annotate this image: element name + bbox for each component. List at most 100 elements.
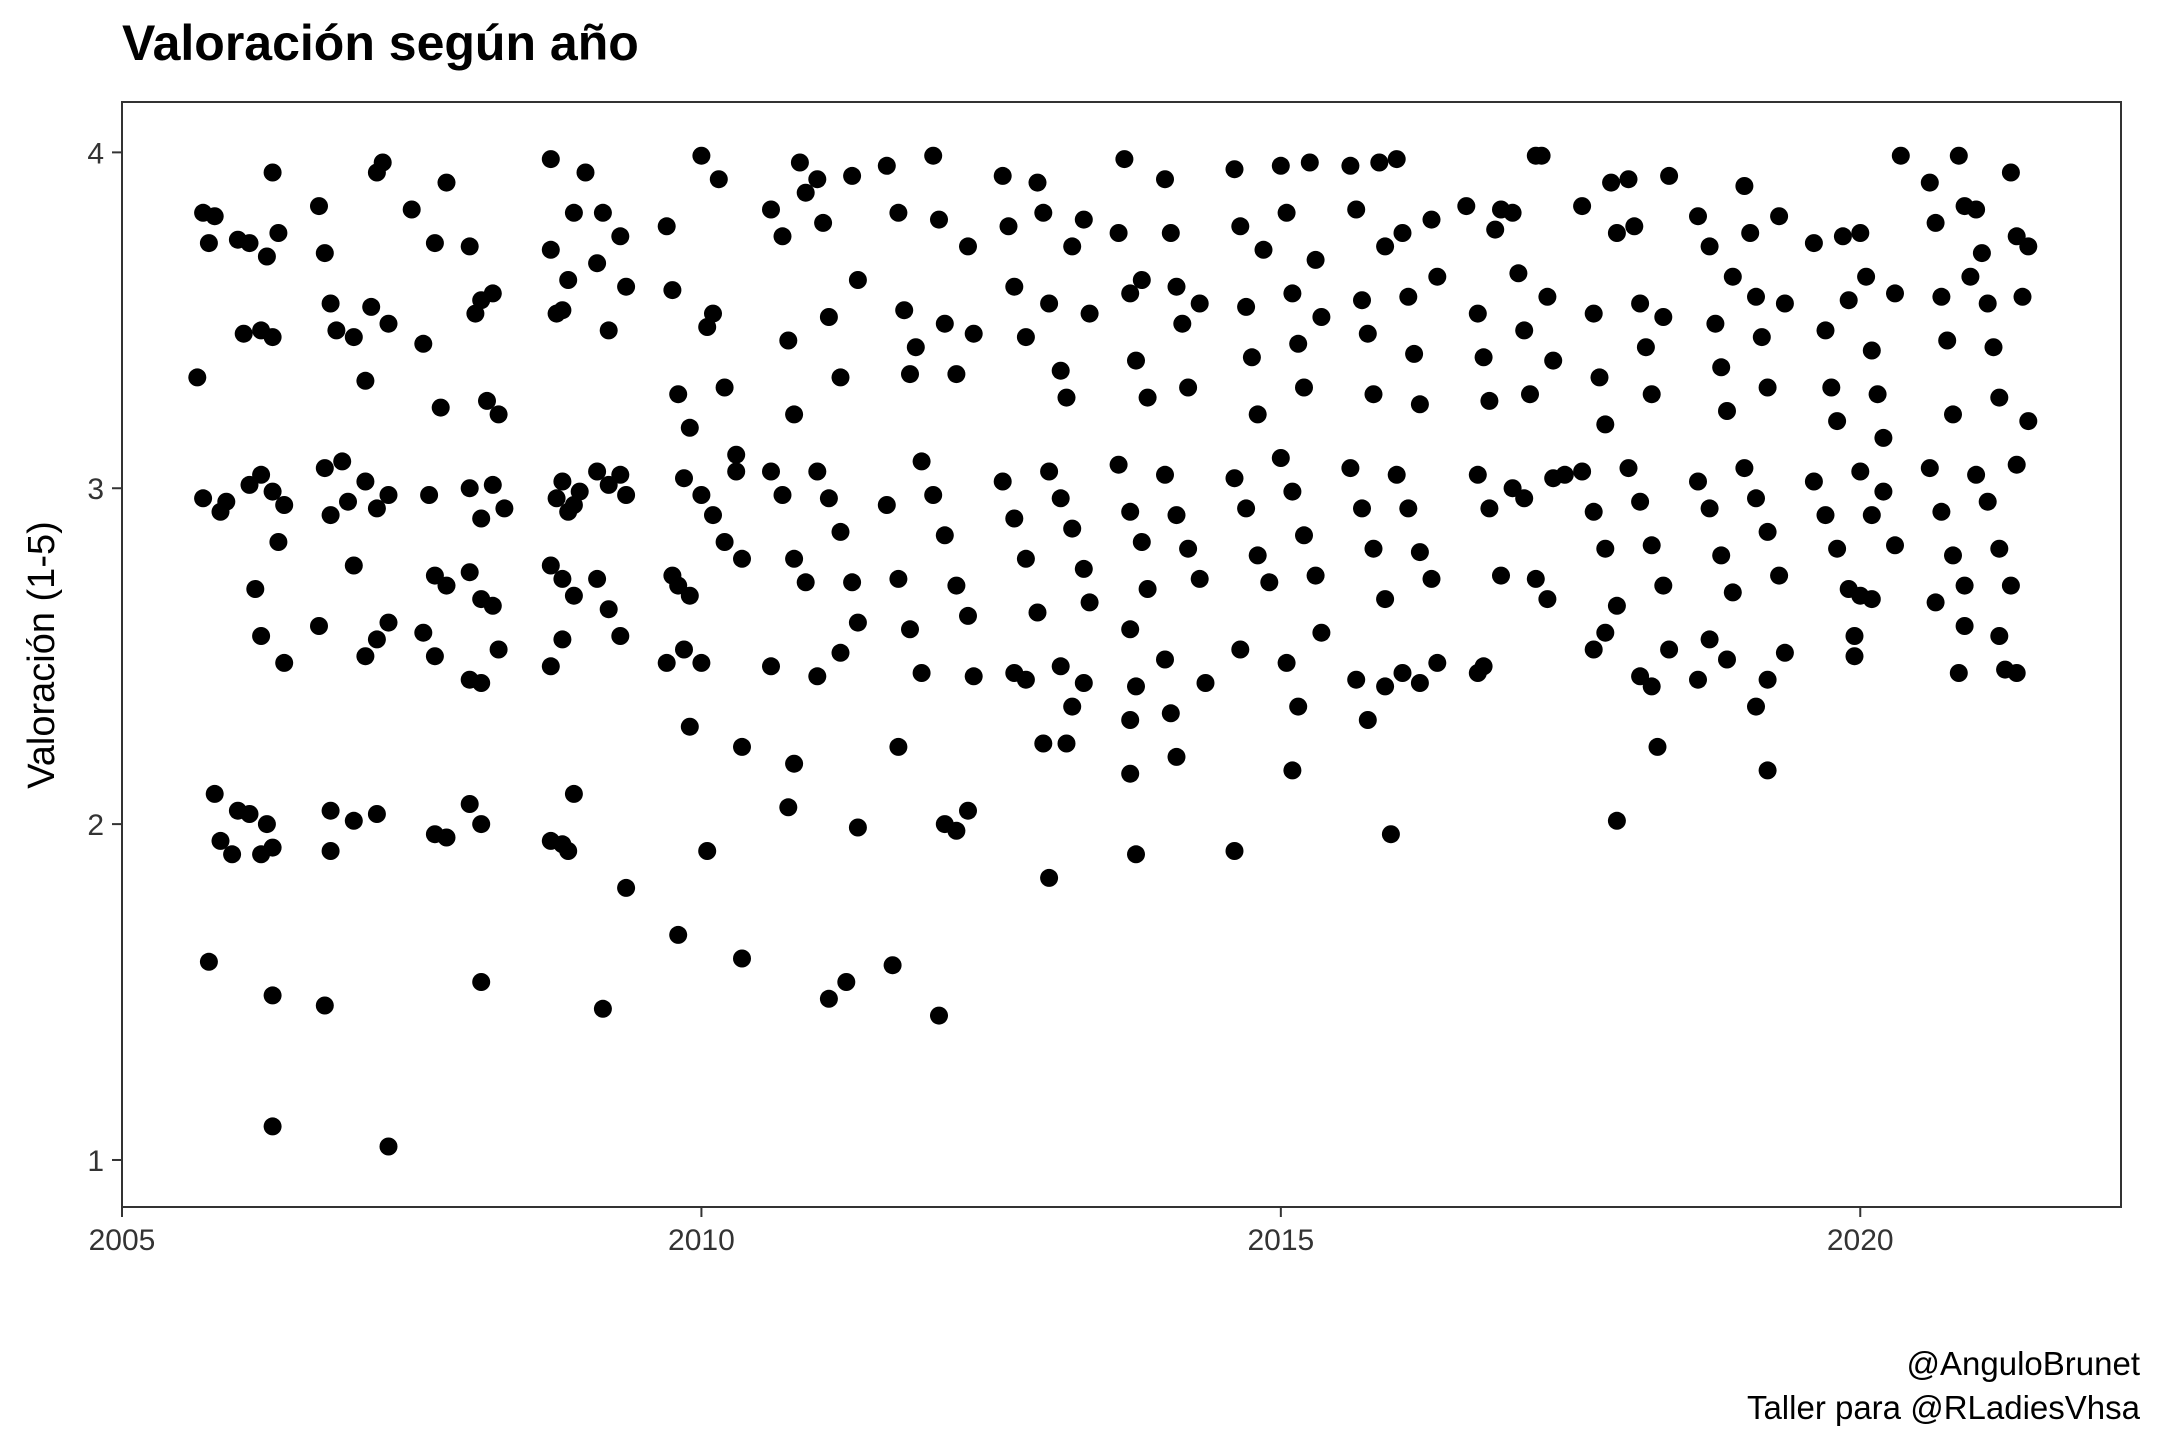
- data-point: [1156, 650, 1174, 669]
- data-point: [1503, 203, 1522, 222]
- data-point: [1631, 667, 1650, 686]
- data-point: [1295, 526, 1313, 545]
- data-point: [344, 811, 363, 830]
- data-point: [1584, 304, 1603, 323]
- data-point: [1051, 489, 1070, 508]
- data-point: [1016, 670, 1035, 689]
- data-point: [315, 996, 334, 1015]
- data-point: [420, 486, 439, 504]
- data-point: [680, 586, 699, 605]
- data-point: [263, 328, 282, 347]
- data-point: [675, 640, 693, 659]
- data-point: [930, 1006, 948, 1025]
- data-point: [1231, 640, 1250, 659]
- data-point: [588, 254, 607, 273]
- data-point: [1109, 224, 1128, 242]
- data-point: [379, 314, 398, 333]
- data-point: [1828, 539, 1847, 558]
- data-point: [1225, 160, 1244, 179]
- data-point: [1984, 338, 2003, 357]
- data-point: [1886, 536, 1904, 555]
- data-point: [402, 200, 421, 219]
- data-point: [808, 667, 827, 686]
- data-point: [1138, 580, 1157, 598]
- data-point: [2001, 163, 2020, 182]
- data-point: [1770, 566, 1789, 585]
- data-point: [1347, 200, 1366, 219]
- y-axis-title: Valoración (1-5): [21, 521, 63, 789]
- data-point: [999, 217, 1018, 236]
- data-point: [1405, 344, 1424, 363]
- data-point: [425, 647, 444, 666]
- data-point: [1312, 623, 1331, 642]
- data-point: [959, 801, 977, 820]
- data-point: [1573, 462, 1592, 481]
- data-point: [796, 183, 815, 202]
- data-point: [1074, 559, 1093, 578]
- data-point: [698, 842, 717, 860]
- data-point: [779, 798, 798, 817]
- data-point: [831, 522, 850, 541]
- data-point: [1544, 351, 1563, 370]
- data-point: [269, 224, 288, 242]
- data-point: [1509, 264, 1528, 283]
- data-point: [1358, 711, 1377, 729]
- data-point: [785, 405, 804, 424]
- data-point: [912, 664, 931, 682]
- x-tick-label: 2020: [1827, 1224, 1894, 1257]
- x-axis: 2005 2010 2015 2020: [89, 1207, 1894, 1257]
- data-point: [315, 244, 334, 263]
- data-point: [889, 203, 908, 222]
- data-point: [541, 240, 560, 259]
- data-point: [205, 784, 224, 803]
- data-point: [808, 462, 827, 481]
- data-point: [1410, 543, 1429, 562]
- data-point: [1642, 385, 1661, 404]
- data-point: [437, 828, 456, 847]
- data-point: [848, 613, 867, 632]
- data-point: [814, 213, 833, 232]
- data-point: [553, 301, 572, 320]
- data-point: [1225, 842, 1244, 860]
- data-point: [843, 573, 862, 592]
- data-point: [1515, 321, 1534, 340]
- data-point: [1057, 734, 1076, 753]
- data-point: [1874, 482, 1893, 501]
- data-point: [327, 321, 346, 340]
- data-point: [1752, 328, 1771, 347]
- data-point: [1828, 412, 1847, 431]
- data-point: [1775, 643, 1794, 662]
- data-point: [1862, 506, 1881, 525]
- data-point: [1700, 630, 1719, 649]
- data-point: [1689, 472, 1707, 491]
- data-point: [1538, 590, 1557, 609]
- data-point: [1063, 697, 1082, 716]
- data-point: [1619, 459, 1638, 478]
- caption: @AnguloBrunet Taller para @RLadiesVhsa: [1747, 1342, 2140, 1430]
- data-point: [478, 391, 496, 410]
- data-point: [1816, 321, 1835, 340]
- data-point: [1816, 506, 1835, 525]
- data-point: [1074, 674, 1093, 692]
- data-point: [483, 596, 502, 615]
- data-point: [2007, 227, 2026, 246]
- data-point: [1596, 415, 1615, 434]
- data-point: [1295, 378, 1313, 397]
- data-point: [680, 418, 699, 437]
- data-point: [727, 445, 746, 464]
- data-point: [889, 737, 908, 756]
- data-point: [547, 489, 566, 508]
- data-point: [1179, 378, 1198, 397]
- data-point: [356, 472, 375, 491]
- y-axis: 1 2 3 4: [87, 137, 122, 1178]
- data-point: [947, 821, 966, 840]
- data-point: [692, 653, 711, 672]
- data-point: [257, 815, 276, 834]
- data-point: [460, 563, 479, 582]
- data-point: [1862, 590, 1881, 609]
- data-point: [2007, 664, 2026, 682]
- data-point: [1723, 267, 1742, 286]
- data-point: [993, 472, 1012, 491]
- data-point: [1410, 674, 1429, 692]
- data-point: [472, 815, 491, 834]
